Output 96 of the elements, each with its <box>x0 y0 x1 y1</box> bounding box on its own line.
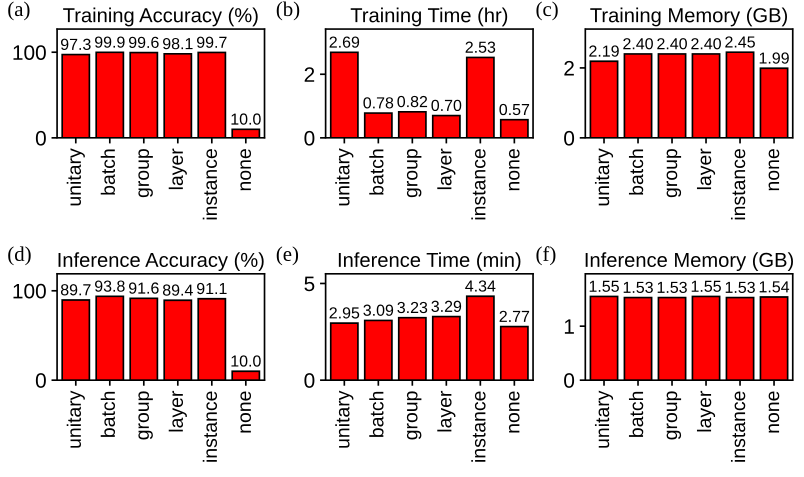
x-tick-label: none <box>240 391 252 433</box>
x-tick-label: unitary <box>335 148 354 206</box>
x-tick-label: layer <box>437 148 456 190</box>
data-label: 89.4 <box>162 284 193 296</box>
x-tick-label: instance <box>202 149 218 220</box>
data-label: 91.1 <box>197 282 227 294</box>
x-tick-label: none <box>508 149 520 190</box>
data-label: 93.8 <box>95 280 125 292</box>
x-tick-label: batch <box>628 392 644 437</box>
x-tick-label: unitary <box>594 390 614 448</box>
data-label: 1.55 <box>692 280 721 292</box>
x-tick-label: group <box>406 149 422 198</box>
data-label: 0.82 <box>397 96 428 108</box>
chart-title: Inference Accuracy (%) <box>58 252 264 272</box>
x-tick-label: layer <box>696 148 716 190</box>
data-label: 1.55 <box>590 280 619 292</box>
data-label: 10.0 <box>231 113 261 125</box>
data-label: 99.7 <box>197 36 227 48</box>
x-tick-label: layer <box>437 390 456 432</box>
x-tick-label: batch <box>369 392 384 437</box>
data-label: 2.77 <box>500 310 530 322</box>
y-tick-label: 0 <box>564 373 574 388</box>
data-label: 2.95 <box>330 307 360 319</box>
y-tick-label: 100 <box>14 45 46 60</box>
data-label: 98.1 <box>163 38 193 50</box>
text: (b) <box>276 2 300 20</box>
x-tick-label: batch <box>369 150 384 195</box>
y-tick-label: 0 <box>36 373 46 388</box>
x-tick-label: layer <box>168 390 187 432</box>
x-tick-label: batch <box>100 392 116 437</box>
chart-title: Training Accuracy (%) <box>63 8 258 26</box>
data-label: 2.45 <box>725 36 755 48</box>
x-tick-label: group <box>406 391 422 440</box>
x-tick-label: unitary <box>335 390 354 448</box>
y-tick-label: 1 <box>564 319 574 334</box>
chart-title: Inference Memory (GB) <box>586 252 793 272</box>
data-label: 99.6 <box>129 36 159 48</box>
data-label: 2.40 <box>657 38 687 50</box>
y-tick-label: 0 <box>304 130 314 146</box>
data-label: 2.69 <box>330 36 360 48</box>
data-label: 2.40 <box>691 38 721 50</box>
data-label: 97.3 <box>60 38 91 50</box>
data-label: 2.53 <box>466 42 496 53</box>
x-tick-label: none <box>240 149 252 190</box>
y-tick-label: 0 <box>564 130 574 146</box>
x-tick-label: none <box>768 391 780 433</box>
text: (a) <box>8 2 30 20</box>
chart-title: Training Memory (GB) <box>590 8 787 26</box>
chart-title: Inference Time (min) <box>338 252 520 272</box>
data-label: 3.09 <box>363 304 394 316</box>
data-label: 1.54 <box>760 281 790 292</box>
y-tick-label: 2 <box>564 60 574 76</box>
data-label: 4.34 <box>465 280 496 292</box>
x-tick-label: instance <box>471 149 486 220</box>
x-tick-label: group <box>138 149 153 198</box>
data-label: 2.19 <box>589 45 619 57</box>
data-label: 1.53 <box>624 282 653 294</box>
text: (d) <box>8 246 31 266</box>
x-tick-label: group <box>666 391 682 440</box>
text: (e) <box>276 246 298 266</box>
x-tick-label: none <box>768 149 780 190</box>
x-tick-label: layer <box>696 390 716 432</box>
x-tick-label: unitary <box>66 148 85 206</box>
data-label: 1.53 <box>658 282 687 294</box>
x-tick-label: instance <box>471 391 486 462</box>
text: (f) <box>536 246 556 266</box>
data-label: 10.0 <box>231 355 261 367</box>
y-tick-label: 100 <box>14 284 46 299</box>
x-tick-label: group <box>138 391 153 440</box>
data-label: 1.99 <box>760 52 789 64</box>
data-label: 2.40 <box>623 38 653 50</box>
x-tick-label: none <box>508 391 520 433</box>
data-label: 0.78 <box>363 97 394 109</box>
y-tick-label: 0 <box>304 373 314 388</box>
chart-title: Training Time (hr) <box>350 8 508 26</box>
x-tick-label: unitary <box>594 148 614 206</box>
data-label: 3.23 <box>397 302 428 314</box>
x-tick-label: instance <box>730 149 746 220</box>
x-tick-label: group <box>666 149 682 198</box>
data-label: 91.6 <box>129 282 159 294</box>
y-tick-label: 0 <box>36 130 46 146</box>
text: (c) <box>536 2 558 20</box>
x-tick-label: unitary <box>66 390 85 448</box>
y-tick-label: 2 <box>304 67 314 82</box>
data-label: 99.9 <box>95 36 125 48</box>
x-tick-label: layer <box>168 148 187 190</box>
data-label: 3.29 <box>431 300 462 312</box>
x-tick-label: instance <box>202 391 218 462</box>
data-label: 89.7 <box>60 284 91 296</box>
x-tick-label: batch <box>628 150 644 195</box>
data-label: 1.53 <box>726 282 755 294</box>
y-tick-label: 5 <box>304 276 314 292</box>
data-label: 0.70 <box>431 100 462 112</box>
x-tick-label: instance <box>730 391 746 462</box>
x-tick-label: batch <box>100 150 116 195</box>
data-label: 0.57 <box>499 104 530 116</box>
